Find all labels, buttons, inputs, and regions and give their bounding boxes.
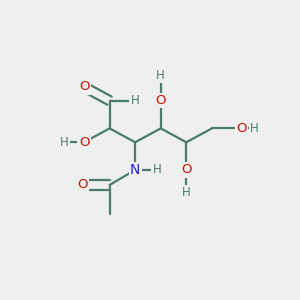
Text: H: H xyxy=(153,164,161,176)
Text: H: H xyxy=(156,69,165,82)
Text: N: N xyxy=(130,163,140,177)
Text: H: H xyxy=(250,122,259,135)
Text: H: H xyxy=(130,94,139,107)
Text: O: O xyxy=(78,178,88,191)
Text: O: O xyxy=(79,80,89,93)
Text: H: H xyxy=(60,136,69,149)
Text: O: O xyxy=(79,136,89,149)
Text: O: O xyxy=(155,94,166,107)
Text: O: O xyxy=(236,122,247,135)
Text: O: O xyxy=(181,164,192,176)
Text: H: H xyxy=(182,186,191,199)
